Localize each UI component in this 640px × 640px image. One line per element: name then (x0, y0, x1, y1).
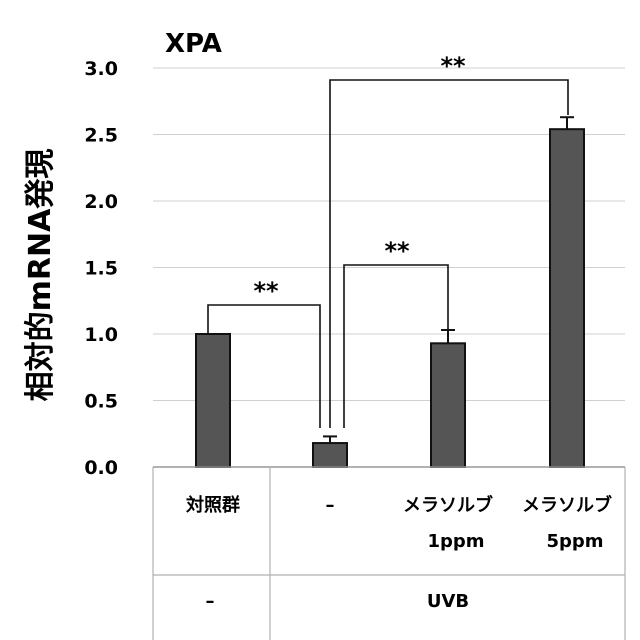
category-table: 対照群 – メラソルブ 1ppm メラソルブ 5ppm – UVB (153, 467, 625, 640)
y-tick-label: 0.0 (84, 457, 118, 479)
bar (313, 443, 347, 467)
y-tick-label: 0.5 (84, 391, 118, 413)
significance-label: ** (440, 52, 466, 80)
y-axis-label: 相対的mRNA発現 (23, 149, 58, 402)
category-sublabel: 5ppm (546, 531, 603, 552)
y-tick-label: 1.0 (84, 324, 118, 346)
chart-title: XPA (165, 29, 222, 59)
treatment-label: – (206, 591, 215, 612)
bar (550, 129, 584, 467)
significance-label: ** (384, 237, 410, 265)
y-tick-label: 3.0 (84, 58, 118, 80)
category-label: 対照群 (185, 494, 240, 516)
y-tick-label: 2.0 (84, 191, 118, 213)
significance-label: ** (253, 277, 279, 305)
y-tick-label: 2.5 (84, 125, 118, 147)
bar (431, 343, 465, 467)
category-label: メラソルブ (403, 494, 493, 516)
significance-brackets: ** ** ** (208, 52, 568, 428)
category-label: メラソルブ (522, 494, 612, 516)
category-sublabel: 1ppm (427, 531, 484, 552)
y-tick-labels: 0.0 0.5 1.0 1.5 2.0 2.5 3.0 (84, 58, 118, 479)
treatment-label: UVB (427, 591, 469, 612)
bar (196, 334, 230, 467)
y-tick-label: 1.5 (84, 258, 118, 280)
bars (153, 117, 625, 467)
category-label: – (326, 495, 335, 516)
